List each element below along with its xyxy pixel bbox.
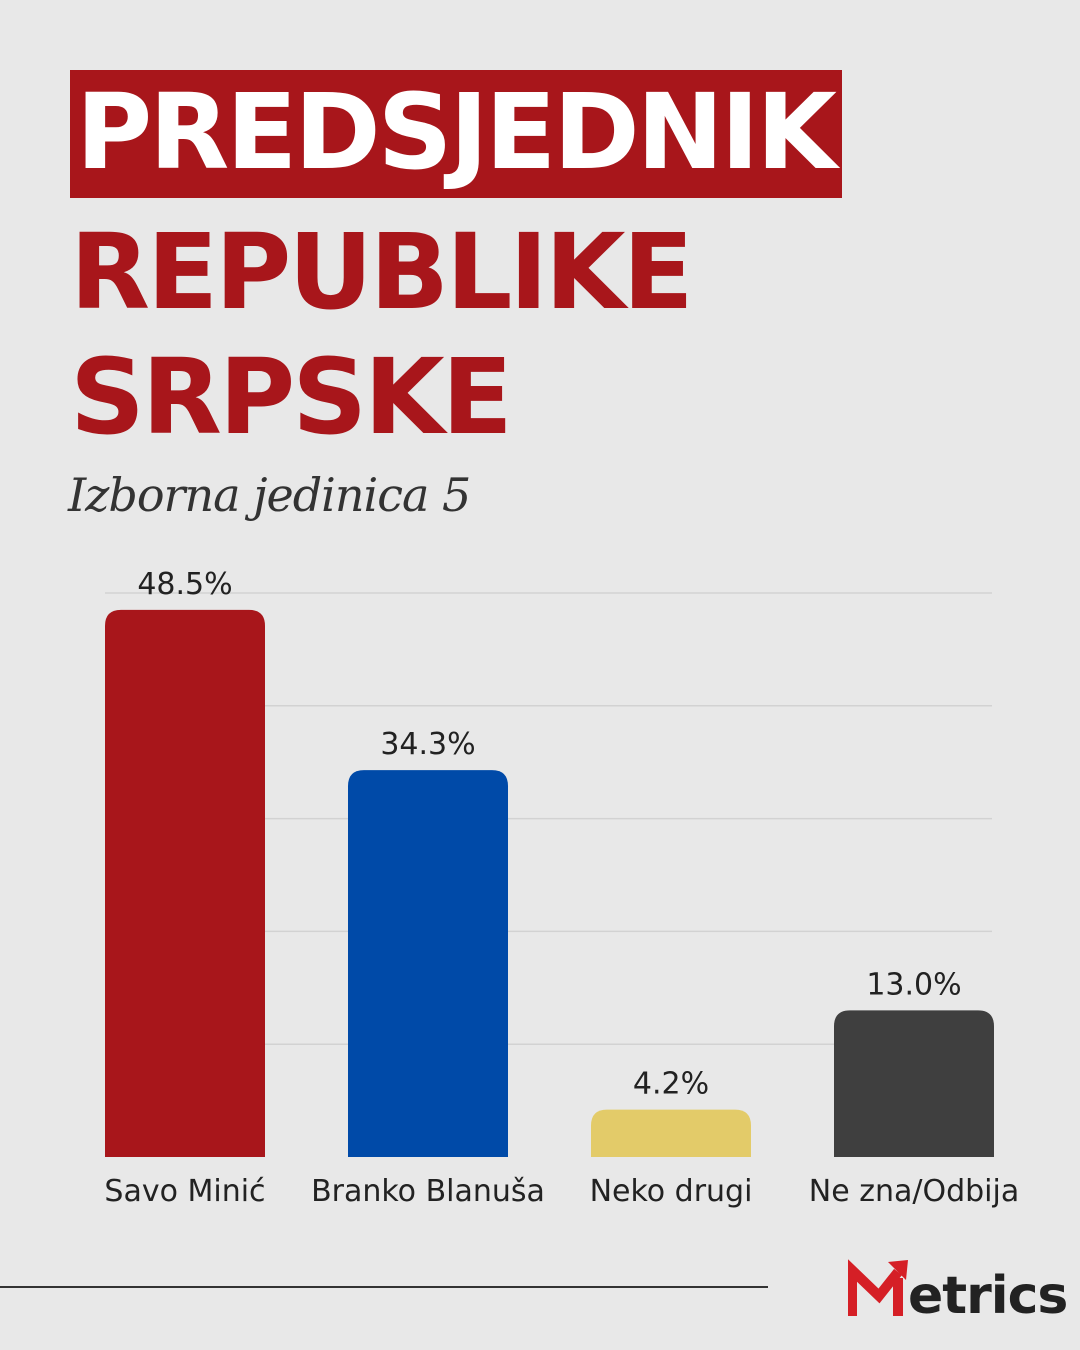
bar-chart: 48.5% Savo Minić 34.3% Branko Blanuša 4.2% Ne… — [104, 567, 1019, 1209]
title-line-2: REPUBLIKE — [70, 211, 694, 333]
value-label: 13.0% — [866, 967, 961, 1002]
value-label: 4.2% — [633, 1067, 709, 1102]
title-line-1: PREDSJEDNIK — [70, 70, 842, 198]
value-label: 34.3% — [380, 727, 475, 762]
title-line-3: SRPSKE — [70, 336, 513, 458]
bar-0 — [105, 609, 265, 1157]
bar-2 — [591, 1109, 751, 1157]
value-label: 48.5% — [137, 567, 232, 602]
subtitle: Izborna jedinica 5 — [68, 468, 471, 522]
footer-divider — [0, 1286, 768, 1288]
metrics-m-icon — [848, 1259, 908, 1316]
category-label: Savo Minić — [104, 1174, 265, 1209]
title-block: PREDSJEDNIK REPUBLIKE SRPSKE — [70, 70, 842, 449]
logo-text: etrics — [908, 1266, 1068, 1326]
category-label: Branko Blanuša — [311, 1174, 545, 1209]
category-label: Ne zna/Odbija — [809, 1174, 1019, 1209]
category-label: Neko drugi — [590, 1174, 753, 1209]
metrics-logo: etrics — [848, 1256, 1068, 1322]
bar-3 — [834, 1010, 994, 1157]
bar-1 — [348, 770, 508, 1157]
